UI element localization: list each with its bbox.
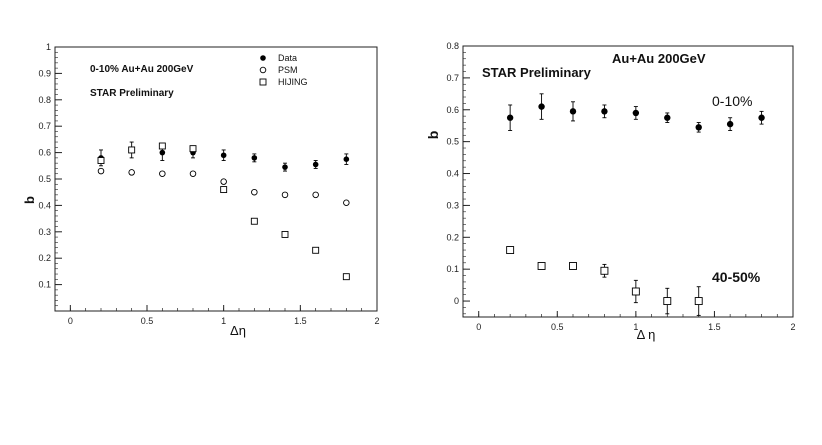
left-psm-point [97,167,105,175]
right-0-10-point [758,114,765,121]
right-label-peripheral: 40-50% [712,269,761,285]
left-x-tick-label: 0 [68,316,73,326]
left-legend: Data PSM HIJING [259,53,308,87]
right-0-10-point [506,114,514,121]
left-y-tick-label: 0.2 [38,253,51,263]
left-data-point [251,155,258,161]
right-annotation-energy: Au+Au 200GeV [612,51,706,66]
left-y-tick-label: 0.5 [38,174,51,184]
right-y-axis-label: b [425,131,441,140]
left-hijing-point [250,217,258,225]
right-0-10-point [569,108,577,115]
left-y-axis-label: b [22,196,37,204]
right-y-tick-label: 0 [454,296,459,306]
left-annotation-star: STAR Preliminary [90,88,174,99]
left-x-tick-label: 2 [374,316,379,326]
right-0-10-point [632,109,640,117]
right-40-50-point [506,246,515,254]
legend-psm-label: PSM [278,65,298,75]
left-x-tick-label: 1 [221,316,226,326]
left-data-point [159,149,166,156]
legend-data-label: Data [278,53,297,63]
left-y-tick-label: 1 [46,42,51,52]
left-psm-point [159,170,166,177]
left-psm-point [343,199,350,207]
right-y-tick-label: 0.8 [446,41,459,51]
left-psm-point [281,191,289,199]
right-0-10-point [601,108,608,115]
left-hijing-point [281,230,289,238]
left-y-tick-label: 0.4 [38,200,51,210]
legend-hijing-label: HIJING [278,77,308,87]
right-y-tick-label: 0.4 [446,169,459,179]
right-plot-frame [462,45,794,318]
left-hijing-point [342,273,350,281]
right-x-tick-label: 0.5 [551,322,564,332]
left-hijing-point [312,246,320,254]
right-chart: 0 0.5 1 1.5 2 0 0.1 0.2 0.3 0.4 0.5 0.6 0.7 0.8 Au+Au… [425,41,796,342]
left-data-point [282,164,288,170]
right-0-10-point [695,124,702,131]
left-x-tick-label: 1.5 [294,316,307,326]
left-y-tick-label: 0.1 [38,280,51,290]
left-chart: 0 0.5 1 1.5 2 0.1 0.2 0.3 0.4 0.5 0.6 0.7 0.8 0.9 1 0-… [22,42,380,338]
right-40-50-point [569,262,577,270]
left-data-point [343,156,350,162]
left-plot-frame [54,46,378,312]
left-data-point [312,161,319,168]
right-y-tick-label: 0.1 [446,264,459,274]
left-hijing-point [189,145,197,153]
left-y-tick-label: 0.6 [38,148,51,158]
right-x-tick-label: 0 [476,322,481,332]
left-y-tick-label: 0.3 [38,227,51,237]
left-hijing-point [220,186,228,194]
right-0-10-point [664,114,671,121]
right-40-50-point [537,262,546,270]
right-x-tick-label: 2 [790,322,795,332]
right-y-tick-label: 0.5 [446,137,459,147]
left-data-marks [97,141,350,281]
left-data-point [220,152,227,159]
right-40-50-point [694,297,703,306]
right-annotation-star: STAR Preliminary [482,65,592,80]
left-hijing-point [97,157,105,164]
left-hijing-point [158,142,166,150]
right-40-50-point [663,297,672,306]
legend-psm-marker [259,66,267,74]
legend-data-marker [260,55,266,61]
left-psm-point [128,169,135,176]
right-x-tick-label: 1 [633,322,638,332]
right-label-central: 0-10% [712,93,752,109]
right-40-50-point [600,266,609,275]
left-psm-point [312,191,319,199]
right-axis-ticks: 0 0.5 1 1.5 2 0 0.1 0.2 0.3 0.4 0.5 0.6 0.7 0.8 [446,41,795,332]
right-x-axis-label: Δ η [637,327,656,342]
right-data-marks [506,93,765,316]
right-40-50-point [631,287,640,296]
right-0-10-point [726,120,734,128]
right-y-tick-label: 0.7 [446,73,459,83]
right-y-tick-label: 0.2 [446,232,459,242]
right-y-tick-label: 0.6 [446,105,459,115]
left-x-tick-label: 0.5 [141,316,154,326]
left-y-tick-label: 0.8 [38,95,51,105]
right-x-tick-label: 1.5 [708,322,721,332]
left-hijing-point [128,146,136,154]
right-y-tick-label: 0.3 [446,200,459,210]
legend-hijing-marker [259,78,267,86]
left-y-tick-label: 0.7 [38,121,51,131]
left-psm-point [189,170,197,177]
left-psm-point [251,188,258,196]
right-0-10-point [538,103,545,110]
left-psm-point [220,178,227,185]
left-annotation-energy: 0-10% Au+Au 200GeV [90,64,194,75]
left-y-tick-label: 0.9 [38,68,51,78]
left-x-axis-label: Δη [230,323,246,338]
left-axis-ticks: 0 0.5 1 1.5 2 0.1 0.2 0.3 0.4 0.5 0.6 0.7 0.8 0.9 1 [38,42,379,326]
